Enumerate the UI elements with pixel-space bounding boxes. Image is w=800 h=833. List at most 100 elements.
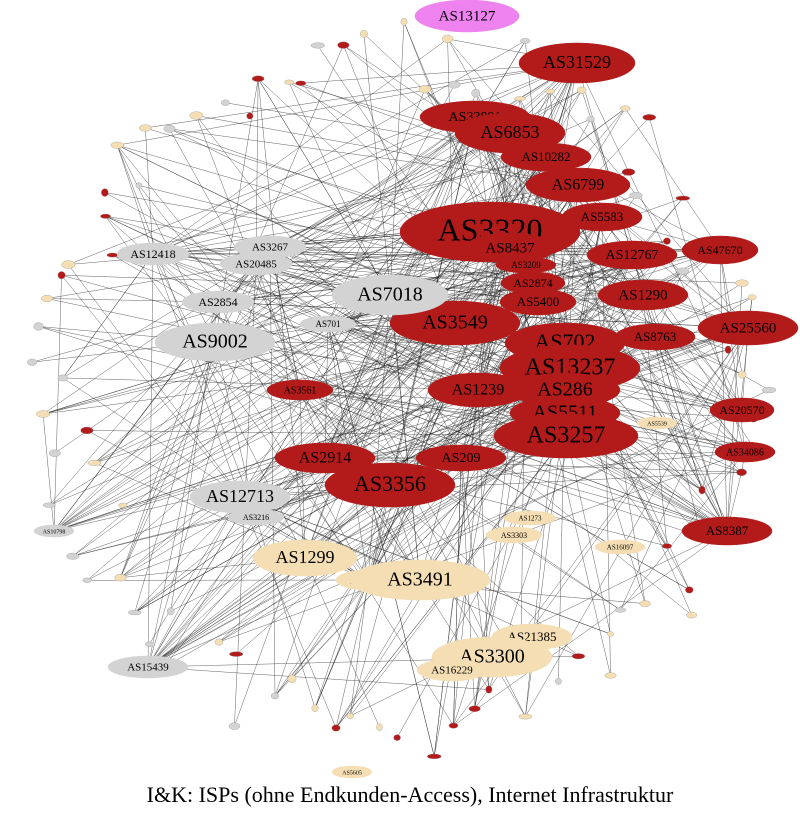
edge bbox=[152, 253, 306, 559]
minor-node bbox=[189, 111, 204, 120]
node-label: AS701 bbox=[315, 319, 340, 329]
node: AS3491 bbox=[349, 559, 491, 601]
edge bbox=[234, 294, 391, 727]
node: AS2854 bbox=[181, 290, 255, 314]
node: AS16229 bbox=[416, 658, 488, 682]
edge bbox=[134, 457, 326, 613]
node-shape bbox=[33, 524, 75, 538]
node-shape bbox=[416, 658, 488, 682]
node-label: AS286 bbox=[537, 379, 593, 401]
node-label: AS3491 bbox=[387, 569, 453, 591]
node-label: AS8387 bbox=[706, 523, 749, 538]
minor-node bbox=[520, 38, 531, 44]
node-label: AS3209 bbox=[511, 260, 541, 270]
minor-node bbox=[87, 459, 102, 466]
node-shape bbox=[331, 274, 449, 316]
minor-node bbox=[621, 168, 636, 176]
node-shape bbox=[493, 413, 639, 459]
edge bbox=[453, 530, 728, 726]
edge bbox=[214, 132, 511, 343]
node: AS7018 bbox=[331, 274, 449, 316]
edge bbox=[147, 409, 743, 668]
minor-node bbox=[675, 195, 690, 201]
minor-node bbox=[48, 449, 61, 457]
node: AS12767 bbox=[586, 240, 678, 270]
minor-node bbox=[762, 386, 777, 394]
minor-node bbox=[118, 502, 128, 508]
edge bbox=[389, 294, 421, 581]
minor-node bbox=[663, 237, 671, 245]
node: AS8387 bbox=[681, 516, 773, 546]
minor-node bbox=[135, 182, 143, 189]
edge bbox=[350, 530, 728, 717]
node-label: AS16229 bbox=[431, 665, 473, 677]
node-shape bbox=[714, 441, 776, 463]
node: AS3561 bbox=[266, 379, 334, 401]
minor-node bbox=[747, 294, 757, 301]
minor-node bbox=[614, 607, 627, 613]
minor-node bbox=[229, 651, 243, 657]
minor-node bbox=[100, 213, 111, 219]
minor-node bbox=[331, 724, 341, 732]
node-label: AS10282 bbox=[521, 149, 570, 164]
node-shape bbox=[266, 379, 334, 401]
edge bbox=[214, 116, 476, 343]
node: AS13127 bbox=[414, 0, 520, 33]
node-label: AS12713 bbox=[206, 486, 274, 506]
edge bbox=[147, 435, 567, 668]
minor-node bbox=[270, 692, 280, 700]
node-shape bbox=[299, 315, 357, 333]
minor-node bbox=[586, 116, 595, 123]
minor-node bbox=[36, 410, 50, 418]
edge bbox=[239, 496, 337, 729]
node: AS1299 bbox=[252, 539, 358, 577]
node-shape bbox=[154, 322, 276, 362]
caption: I&K: ISPs (ohne Endkunden-Access), Inter… bbox=[147, 782, 674, 807]
edge bbox=[104, 192, 728, 532]
edge bbox=[169, 128, 743, 411]
node-label: AS6853 bbox=[480, 122, 539, 142]
edge bbox=[68, 264, 257, 518]
node-label: AS5539 bbox=[647, 421, 667, 427]
node-label: AS5583 bbox=[581, 209, 624, 224]
minor-node bbox=[514, 96, 526, 101]
node-shape bbox=[219, 252, 293, 276]
node-shape bbox=[503, 510, 557, 526]
edge bbox=[138, 185, 301, 391]
edge bbox=[343, 45, 456, 324]
node-label: AS7018 bbox=[357, 284, 423, 306]
edge bbox=[47, 263, 257, 299]
minor-node bbox=[66, 552, 80, 560]
edge bbox=[145, 62, 578, 129]
minor-node bbox=[360, 29, 368, 38]
minor-node bbox=[400, 17, 408, 26]
node: AS1239 bbox=[427, 372, 529, 408]
edge bbox=[460, 457, 702, 537]
edge bbox=[169, 128, 579, 186]
minor-node bbox=[287, 674, 297, 683]
node: AS3303 bbox=[485, 526, 543, 544]
node-shape bbox=[107, 655, 189, 679]
edge bbox=[62, 377, 479, 391]
node-label: AS3257 bbox=[527, 423, 606, 449]
edge bbox=[620, 327, 749, 611]
node: AS3216 bbox=[227, 508, 285, 526]
minor-node bbox=[221, 99, 230, 106]
edge bbox=[299, 389, 490, 690]
minor-node bbox=[246, 112, 254, 120]
node-shape bbox=[415, 444, 507, 472]
node-label: AS34086 bbox=[726, 447, 764, 458]
edge bbox=[314, 484, 391, 709]
node-shape bbox=[597, 279, 689, 311]
minor-node bbox=[82, 577, 92, 583]
minor-node bbox=[427, 753, 442, 759]
edge bbox=[117, 145, 154, 255]
edge bbox=[525, 327, 749, 717]
minor-nodes bbox=[27, 17, 777, 759]
node-label: AS2854 bbox=[198, 295, 237, 309]
edge bbox=[625, 108, 721, 251]
edge bbox=[53, 116, 476, 532]
node-label: AS47670 bbox=[697, 243, 742, 257]
edge bbox=[389, 116, 476, 296]
